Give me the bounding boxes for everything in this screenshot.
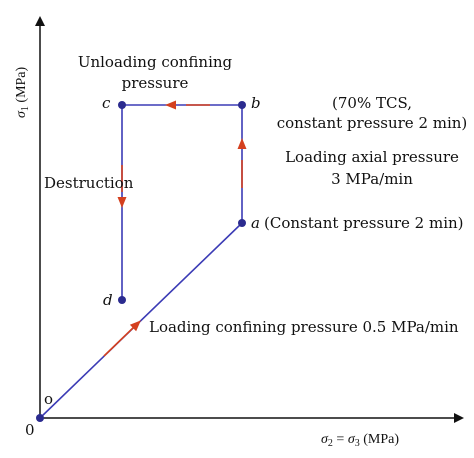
- arrow-o-a: [103, 320, 141, 357]
- x-axis-label: σ2 = σ3 (MPa): [321, 432, 399, 449]
- arrow-a-b: [237, 138, 247, 188]
- tcs-label-line2: constant pressure 2 min): [277, 114, 468, 132]
- arrow-c-d: [117, 165, 127, 208]
- constant-pressure-a-label: (Constant pressure 2 min): [264, 214, 464, 232]
- loading-confining-label: Loading confining pressure 0.5 MPa/min: [149, 318, 459, 336]
- unloading-label-line2: pressure: [122, 74, 189, 92]
- tcs-label-line1: (70% TCS,: [332, 94, 412, 112]
- point-d: [118, 296, 126, 304]
- point-c: [118, 101, 126, 109]
- origin-o-label: o: [44, 390, 53, 408]
- y-axis-label: σ1 (MPa): [14, 66, 31, 118]
- point-b-label: b: [251, 94, 261, 112]
- loading-axial-label-line2: 3 MPa/min: [331, 170, 413, 188]
- point-a: [238, 219, 246, 227]
- unloading-label-line1: Unloading confining: [78, 53, 233, 71]
- path-o-a: [39, 222, 243, 419]
- point-o: [36, 414, 44, 422]
- arrow-b-c: [165, 100, 210, 110]
- point-c-label: c: [102, 94, 111, 112]
- point-b: [238, 101, 246, 109]
- loading-axial-label-line1: Loading axial pressure: [285, 148, 459, 166]
- point-d-label: d: [103, 291, 113, 309]
- point-a-label: a: [251, 214, 260, 232]
- origin-zero-label: 0: [25, 421, 35, 439]
- destruction-label: Destruction: [44, 174, 134, 192]
